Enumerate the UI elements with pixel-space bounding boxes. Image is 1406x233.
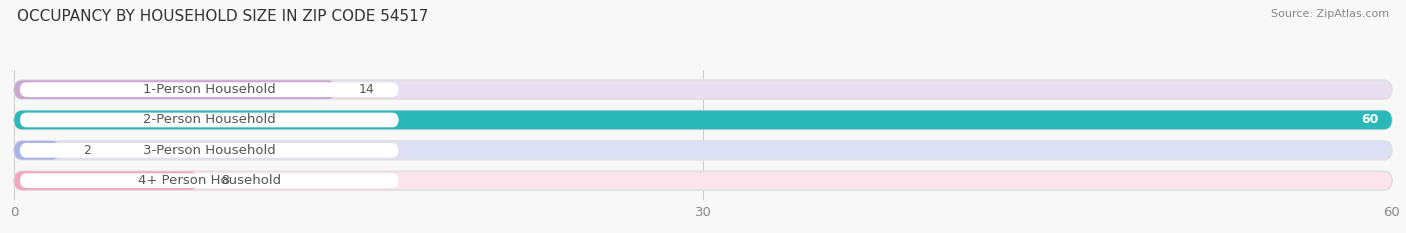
FancyBboxPatch shape [20, 143, 399, 158]
FancyBboxPatch shape [14, 111, 1392, 129]
Text: 14: 14 [359, 83, 374, 96]
FancyBboxPatch shape [14, 111, 1392, 129]
FancyBboxPatch shape [20, 82, 399, 97]
FancyBboxPatch shape [14, 80, 1392, 99]
FancyBboxPatch shape [14, 141, 60, 160]
FancyBboxPatch shape [20, 113, 399, 127]
Text: OCCUPANCY BY HOUSEHOLD SIZE IN ZIP CODE 54517: OCCUPANCY BY HOUSEHOLD SIZE IN ZIP CODE … [17, 9, 429, 24]
Text: 2: 2 [83, 144, 91, 157]
Text: 1-Person Household: 1-Person Household [143, 83, 276, 96]
FancyBboxPatch shape [14, 80, 336, 99]
FancyBboxPatch shape [20, 173, 399, 188]
FancyBboxPatch shape [14, 171, 1392, 190]
Text: 60: 60 [1361, 113, 1378, 127]
Text: Source: ZipAtlas.com: Source: ZipAtlas.com [1271, 9, 1389, 19]
FancyBboxPatch shape [14, 171, 198, 190]
FancyBboxPatch shape [14, 141, 1392, 160]
Text: 3-Person Household: 3-Person Household [143, 144, 276, 157]
Text: 2-Person Household: 2-Person Household [143, 113, 276, 127]
Text: 4+ Person Household: 4+ Person Household [138, 174, 281, 187]
Text: 8: 8 [221, 174, 229, 187]
